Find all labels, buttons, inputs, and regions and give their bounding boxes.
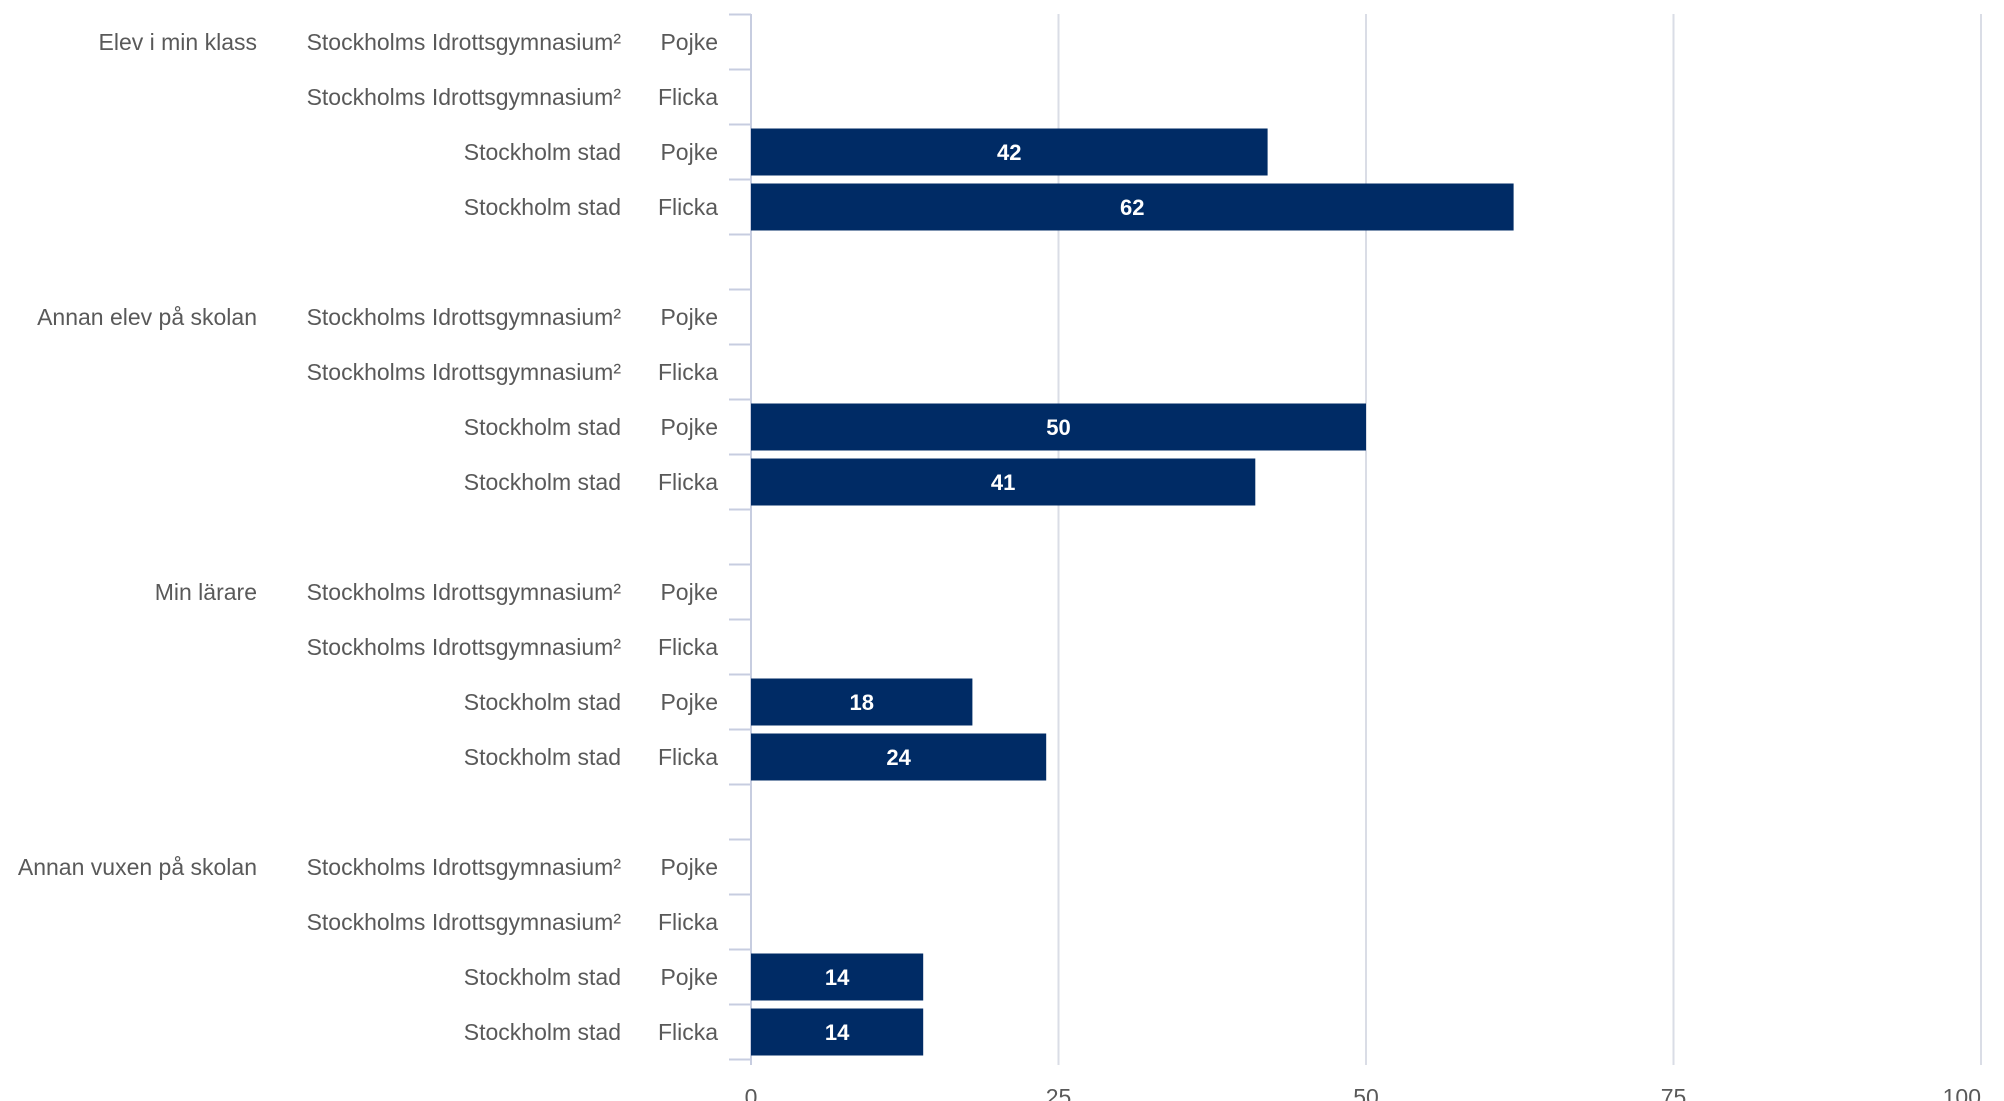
bar — [751, 953, 924, 1001]
y-axis — [729, 13, 752, 1065]
gender-label: Pojke — [660, 304, 718, 330]
school-label: Stockholm stad — [464, 964, 621, 990]
school-label: Stockholm stad — [464, 744, 621, 770]
x-tick-label: 25 — [1046, 1084, 1072, 1101]
school-label: Stockholms Idrottsgymnasium² — [307, 854, 622, 880]
gender-label: Pojke — [660, 579, 718, 605]
category-label: Min lärare — [155, 579, 257, 605]
data-label: 42 — [997, 140, 1021, 165]
data-label: 41 — [991, 470, 1015, 495]
school-label: Stockholms Idrottsgymnasium² — [307, 29, 622, 55]
x-tick-label: 0 — [745, 1084, 758, 1101]
gender-label: Pojke — [660, 139, 718, 165]
category-label: Elev i min klass — [99, 29, 257, 55]
gender-label: Flicka — [658, 744, 718, 770]
school-label: Stockholms Idrottsgymnasium² — [307, 304, 622, 330]
bars: 42 62 50 41 18 24 14 14 — [751, 128, 1514, 1056]
gender-label: Flicka — [658, 194, 718, 220]
gender-label: Flicka — [658, 359, 718, 385]
bar — [751, 458, 1256, 506]
data-label: 14 — [825, 965, 850, 990]
data-label: 18 — [849, 690, 873, 715]
gender-label: Flicka — [658, 909, 718, 935]
data-label: 62 — [1120, 195, 1144, 220]
data-label: 14 — [825, 1020, 850, 1045]
school-label: Stockholm stad — [464, 689, 621, 715]
gender-label: Flicka — [658, 1019, 718, 1045]
bar — [751, 733, 1047, 781]
gender-label: Flicka — [658, 84, 718, 110]
gender-label: Pojke — [660, 964, 718, 990]
gender-label: Pojke — [660, 29, 718, 55]
x-axis-ticks: 0 25 50 75 100 — [745, 1084, 1981, 1101]
data-label: 50 — [1046, 415, 1070, 440]
row-labels: Pojke Stockholms Idrottsgymnasium² Elev i … — [18, 29, 718, 1045]
category-label: Annan vuxen på skolan — [18, 854, 257, 880]
category-label: Annan elev på skolan — [37, 304, 257, 330]
school-label: Stockholms Idrottsgymnasium² — [307, 359, 622, 385]
x-tick-label: 75 — [1661, 1084, 1687, 1101]
x-tick-label: 50 — [1353, 1084, 1379, 1101]
gender-label: Flicka — [658, 634, 718, 660]
school-label: Stockholm stad — [464, 139, 621, 165]
bar — [751, 403, 1366, 451]
bar — [751, 1008, 924, 1056]
school-label: Stockholm stad — [464, 1019, 621, 1045]
gender-label: Flicka — [658, 469, 718, 495]
bar — [751, 183, 1514, 231]
gender-label: Pojke — [660, 854, 718, 880]
school-label: Stockholms Idrottsgymnasium² — [307, 909, 622, 935]
school-label: Stockholm stad — [464, 194, 621, 220]
data-label: 24 — [886, 745, 911, 770]
school-label: Stockholms Idrottsgymnasium² — [307, 579, 622, 605]
gender-label: Pojke — [660, 689, 718, 715]
x-tick-label: 100 — [1943, 1084, 1981, 1101]
school-label: Stockholms Idrottsgymnasium² — [307, 634, 622, 660]
school-label: Stockholm stad — [464, 414, 621, 440]
gender-label: Pojke — [660, 414, 718, 440]
bar — [751, 128, 1268, 176]
school-label: Stockholms Idrottsgymnasium² — [307, 84, 622, 110]
bar — [751, 678, 973, 726]
school-label: Stockholm stad — [464, 469, 621, 495]
